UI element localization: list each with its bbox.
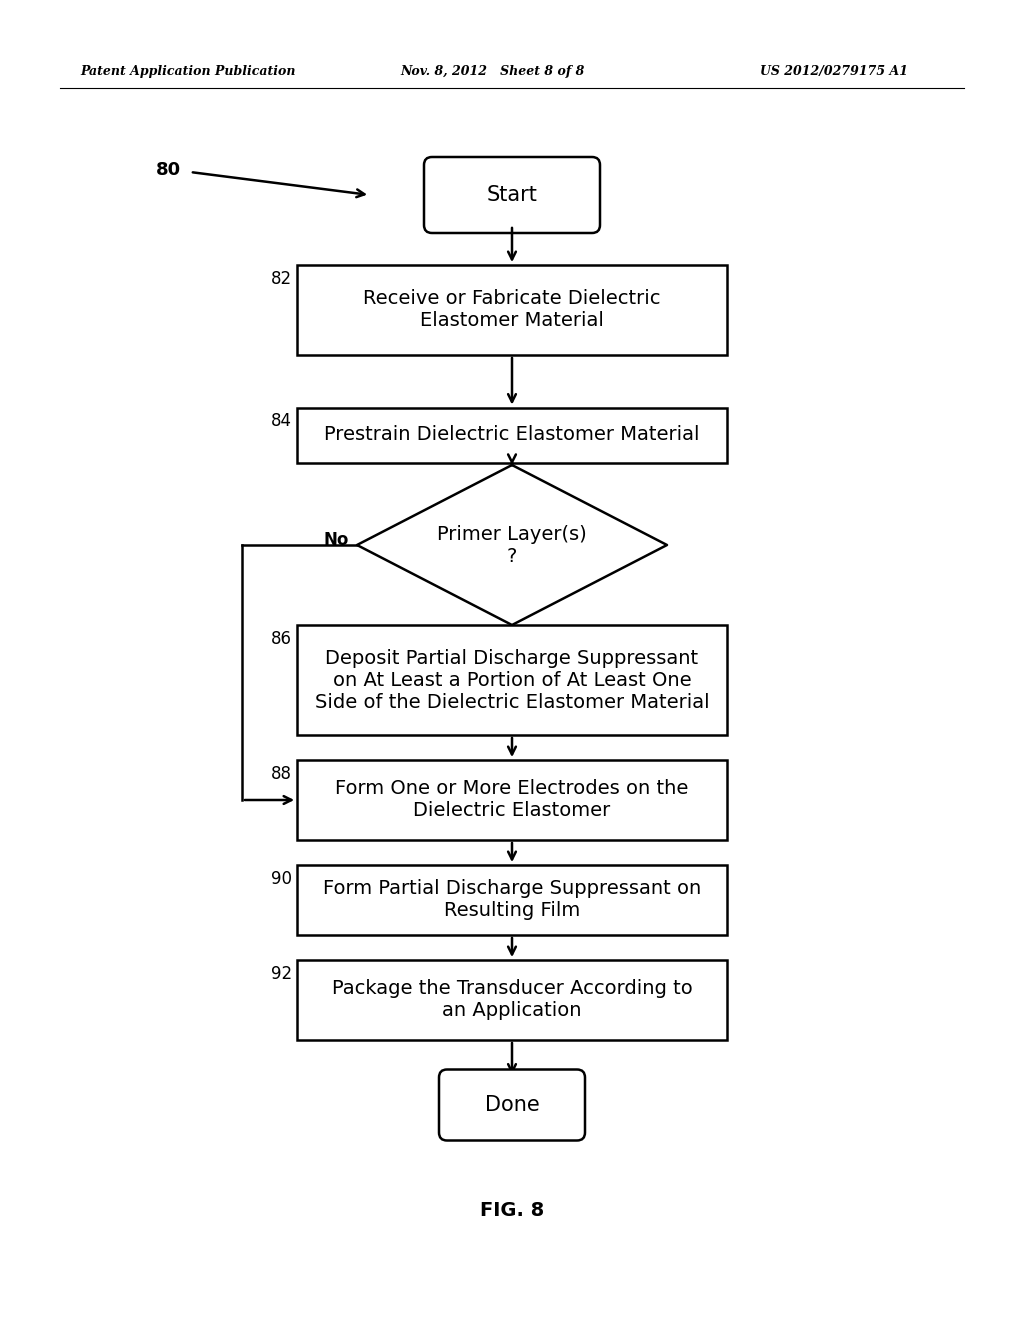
Text: Prestrain Dielectric Elastomer Material: Prestrain Dielectric Elastomer Material bbox=[325, 425, 699, 445]
Bar bbox=[297, 760, 727, 840]
Text: Receive or Fabricate Dielectric
Elastomer Material: Receive or Fabricate Dielectric Elastome… bbox=[364, 289, 660, 330]
Text: Package the Transducer According to
an Application: Package the Transducer According to an A… bbox=[332, 979, 692, 1020]
Text: 84: 84 bbox=[271, 412, 292, 430]
Text: 80: 80 bbox=[156, 161, 180, 180]
Bar bbox=[297, 265, 727, 355]
Text: Form Partial Discharge Suppressant on
Resulting Film: Form Partial Discharge Suppressant on Re… bbox=[323, 879, 701, 920]
Text: Yes: Yes bbox=[506, 634, 538, 651]
Bar bbox=[297, 408, 727, 462]
Text: Patent Application Publication: Patent Application Publication bbox=[80, 66, 296, 78]
Text: 88: 88 bbox=[271, 766, 292, 783]
Bar bbox=[297, 865, 727, 935]
Bar bbox=[297, 960, 727, 1040]
Text: Form One or More Electrodes on the
Dielectric Elastomer: Form One or More Electrodes on the Diele… bbox=[335, 780, 689, 821]
FancyBboxPatch shape bbox=[424, 157, 600, 234]
Polygon shape bbox=[357, 465, 667, 624]
Text: 92: 92 bbox=[271, 965, 292, 983]
Text: FIG. 8: FIG. 8 bbox=[480, 1200, 544, 1220]
Text: 82: 82 bbox=[271, 271, 292, 288]
Text: Nov. 8, 2012   Sheet 8 of 8: Nov. 8, 2012 Sheet 8 of 8 bbox=[400, 66, 585, 78]
Text: No: No bbox=[324, 531, 349, 549]
Text: 90: 90 bbox=[271, 870, 292, 888]
Text: Deposit Partial Discharge Suppressant
on At Least a Portion of At Least One
Side: Deposit Partial Discharge Suppressant on… bbox=[314, 648, 710, 711]
Text: Start: Start bbox=[486, 185, 538, 205]
FancyBboxPatch shape bbox=[439, 1069, 585, 1140]
Text: Primer Layer(s)
?: Primer Layer(s) ? bbox=[437, 524, 587, 565]
Text: 86: 86 bbox=[271, 630, 292, 648]
Text: Done: Done bbox=[484, 1096, 540, 1115]
Text: US 2012/0279175 A1: US 2012/0279175 A1 bbox=[760, 66, 908, 78]
Bar bbox=[297, 624, 727, 735]
